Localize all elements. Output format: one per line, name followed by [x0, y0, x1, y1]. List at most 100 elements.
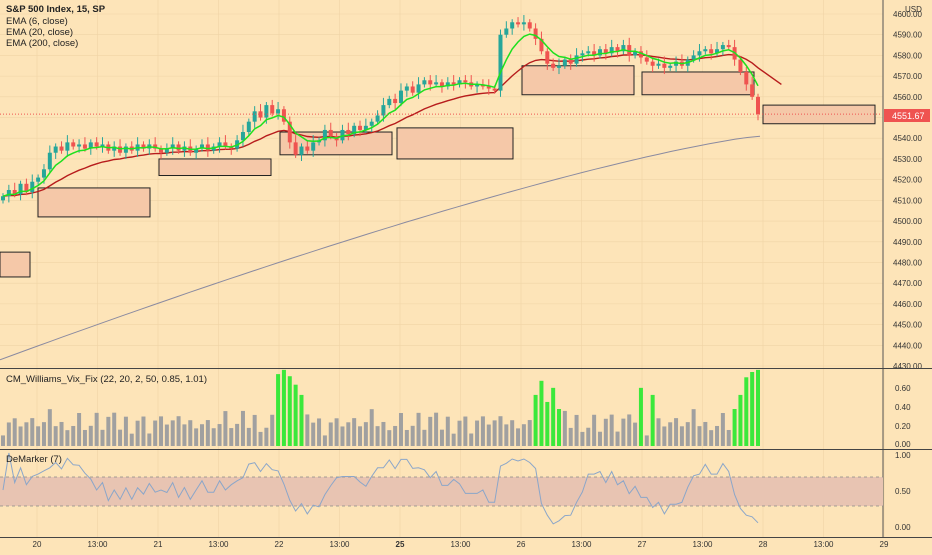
vix-bar: [463, 416, 468, 446]
candle: [533, 23, 538, 46]
candle: [53, 143, 58, 159]
candle: [18, 180, 23, 201]
vix-bars: [1, 369, 760, 446]
candle: [416, 77, 421, 99]
candle: [738, 56, 743, 76]
candle: [270, 99, 275, 117]
vix-bar: [451, 433, 456, 446]
vix-bar: [738, 394, 743, 446]
vix-bar: [369, 409, 374, 446]
vix-bar: [527, 420, 532, 446]
time-tick-label: 13:00: [813, 540, 834, 549]
candle: [24, 178, 29, 196]
vix-bar: [258, 431, 263, 446]
candle: [422, 77, 427, 88]
vix-bar: [510, 420, 515, 446]
vix-bar: [720, 413, 725, 446]
price-tick-label: 4480.00: [893, 258, 922, 267]
legend-ema6: EMA (6, close): [6, 16, 68, 27]
vix-bar: [393, 425, 398, 446]
price-tick-label: 4580.00: [893, 51, 922, 60]
vix-bar: [194, 428, 199, 446]
vix-bar: [65, 430, 70, 446]
candle: [276, 102, 281, 120]
price-tick-label: 4560.00: [893, 93, 922, 102]
vix-bar: [18, 426, 23, 446]
candle: [30, 174, 35, 199]
time-axis[interactable]: 20 13:00 21 13:00 22 13:00 25 13:00 26 13:00 27 13:…: [33, 540, 889, 549]
vix-bar: [264, 427, 269, 446]
vix-bar: [516, 428, 521, 446]
vix-bar: [404, 429, 409, 446]
candle: [726, 39, 731, 51]
candle: [1, 193, 5, 204]
vix-bar: [94, 412, 99, 446]
vix-bar: [469, 433, 474, 446]
vix-bar: [77, 413, 82, 446]
price-tick-label: 4490.00: [893, 238, 922, 247]
candle: [281, 106, 286, 125]
vix-bar: [118, 429, 123, 446]
vix-bar: [240, 410, 245, 446]
vix-bar: [504, 424, 509, 446]
candle: [638, 46, 643, 64]
zone-box: [0, 251, 31, 278]
ema6-line: [2, 33, 759, 197]
price-tick-label: 4540.00: [893, 134, 922, 143]
time-tick-label: 22: [275, 540, 284, 549]
candle: [358, 120, 363, 137]
candle: [404, 83, 409, 97]
vix-bar: [363, 422, 368, 446]
price-ticks: 4430.00 4440.00 4450.00 4460.00 4470.00 4480.…: [893, 10, 922, 371]
last-price-tag-label: 4551.67: [892, 111, 925, 121]
vix-bar: [287, 376, 292, 446]
candle: [475, 81, 480, 93]
candle: [82, 137, 87, 152]
candle: [609, 39, 614, 57]
vix-bar: [317, 418, 322, 446]
time-tick-label: 26: [517, 540, 526, 549]
vix-bar: [223, 411, 228, 446]
vix-bar: [726, 429, 731, 446]
vix-tick: 0.00: [895, 440, 911, 449]
vix-bar: [387, 430, 392, 446]
candle: [123, 143, 128, 159]
candle: [223, 135, 228, 150]
vix-fix-panel[interactable]: CM_Williams_Vix_Fix (22, 20, 2, 50, 0.85…: [1, 369, 911, 449]
vix-bar: [381, 421, 386, 446]
price-axis[interactable]: USD 4430.004440.004450.004460.004470.004…: [882, 0, 932, 538]
vix-bar: [36, 426, 41, 446]
candle: [621, 39, 626, 55]
vix-bar: [153, 420, 158, 446]
candle: [703, 46, 708, 55]
vix-bar: [475, 420, 480, 446]
zone-box: [641, 71, 755, 96]
vix-bar: [12, 418, 17, 446]
vix-bar: [603, 418, 608, 446]
main-price-panel[interactable]: [0, 15, 882, 361]
price-tick-label: 4440.00: [893, 341, 922, 350]
candle: [410, 81, 415, 96]
candle: [697, 44, 702, 62]
vix-bar: [164, 424, 169, 446]
vix-bar: [276, 374, 281, 446]
candle: [562, 56, 567, 69]
vix-bar: [340, 426, 345, 446]
candle: [159, 145, 164, 159]
vix-bar: [621, 418, 626, 446]
candle: [59, 141, 64, 154]
candle: [293, 135, 298, 158]
vix-bar: [428, 416, 433, 446]
candle: [650, 58, 655, 72]
vix-bar: [697, 426, 702, 446]
vix-bar: [633, 422, 638, 446]
vix-bar: [322, 435, 327, 446]
candle: [674, 56, 679, 72]
vix-bar: [170, 420, 175, 446]
demarker-panel[interactable]: DeMarker (7) 0.00 0.50 1.00: [0, 451, 911, 532]
vix-tick: 0.20: [895, 422, 911, 431]
candle: [375, 110, 380, 125]
vix-bar: [650, 394, 655, 446]
vix-bar: [398, 413, 403, 446]
